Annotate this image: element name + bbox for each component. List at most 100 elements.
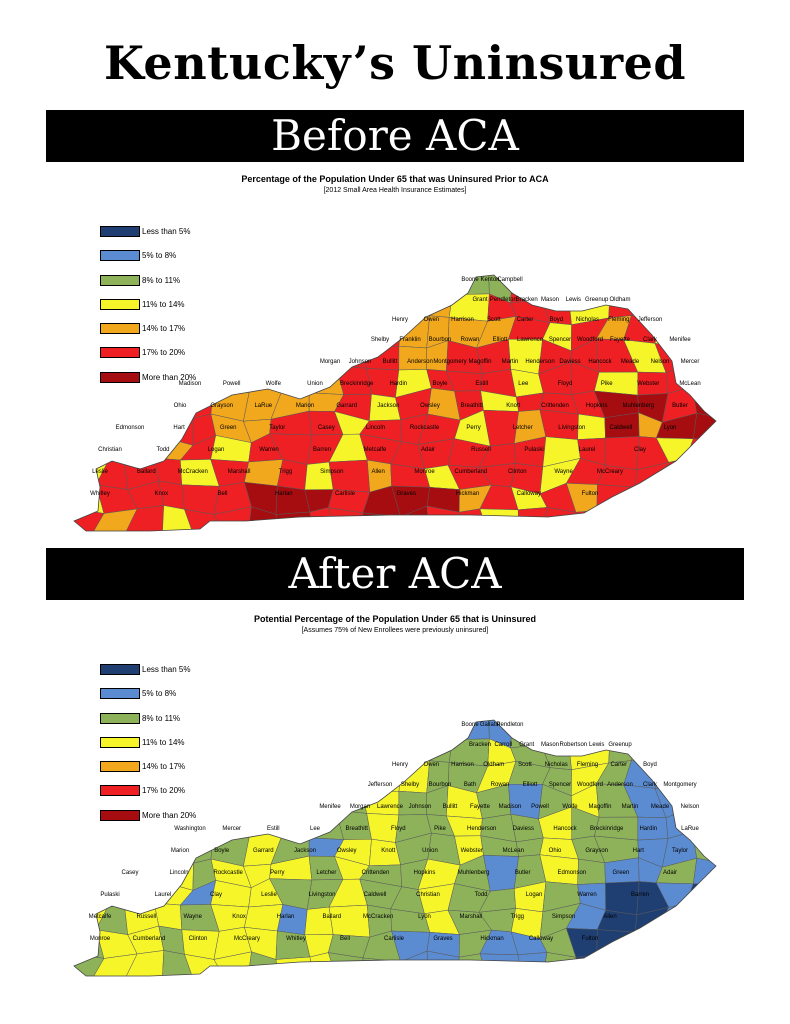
county-region (250, 337, 276, 368)
county-label: Crittenden (541, 403, 569, 409)
county-region (74, 737, 104, 772)
county-region (155, 761, 196, 795)
legend-label: More than 20% (142, 372, 197, 382)
county-region (275, 511, 315, 531)
county-label: Edmonson (116, 425, 145, 431)
county-label: Nelson (651, 359, 670, 365)
county-label: LaRue (681, 826, 699, 832)
county-region (213, 782, 256, 817)
county-label: Hardin (389, 381, 407, 387)
county-label: Fayette (470, 804, 491, 810)
county-region (91, 508, 138, 531)
county-region (97, 785, 131, 813)
county-label: Boone (461, 722, 479, 728)
county-label: Marion (171, 848, 189, 854)
county-region (654, 320, 693, 350)
county-label: Taylor (269, 425, 285, 431)
county-label: Grant (472, 297, 487, 303)
county-region (271, 275, 308, 295)
county-label: Hart (633, 848, 645, 854)
legend-swatch (100, 371, 140, 383)
legend-swatch (100, 785, 140, 797)
county-region (630, 931, 666, 962)
county-region (275, 811, 310, 839)
county-region (303, 720, 337, 747)
county-region (276, 293, 308, 326)
legend-label: 14% to 17% (142, 324, 186, 334)
county-region (74, 720, 107, 742)
county-label: Caldwell (610, 425, 633, 431)
county-region (628, 275, 668, 303)
county-label: Adair (663, 870, 677, 876)
page-title: Kentucky’s Uninsured (103, 36, 687, 90)
county-label: Carter (610, 762, 627, 768)
county-region (682, 458, 716, 492)
county-label: Breathitt (461, 403, 484, 409)
county-label: Lee (310, 826, 321, 832)
county-label: Calloway (517, 491, 541, 497)
county-region (121, 275, 160, 299)
county-region (92, 292, 131, 327)
legend-swatch (100, 809, 140, 821)
county-label: Muhlenberg (458, 870, 490, 876)
county-label: Campbell (497, 277, 522, 283)
county-region (306, 293, 338, 326)
legend-swatch (100, 298, 140, 310)
county-label: Carroll (494, 742, 512, 748)
county-label: Boyd (549, 317, 563, 323)
county-label: Logan (208, 447, 225, 453)
county-label: Calloway (529, 936, 553, 942)
legend-swatch (100, 736, 140, 748)
county-label: Letcher (316, 870, 336, 876)
county-label: Webster (461, 848, 483, 854)
county-label: Marshall (460, 914, 483, 920)
county-label: Anderson (607, 782, 633, 788)
county-label: Bell (340, 936, 350, 942)
county-label: Crittenden (362, 870, 390, 876)
county-label: Elliott (523, 782, 538, 788)
county-label: Lincoln (366, 425, 385, 431)
county-label: Elliott (493, 337, 508, 343)
county-region (270, 766, 313, 789)
county-label: Carter (517, 317, 534, 323)
county-label: Estill (267, 826, 280, 832)
county-region (125, 316, 166, 350)
county-label: Bullitt (443, 804, 458, 810)
county-region (150, 788, 191, 818)
county-region (336, 720, 374, 747)
county-region (690, 317, 716, 350)
county-region (74, 788, 106, 815)
county-region (691, 275, 716, 303)
county-region (249, 720, 278, 744)
after-map-subtitle: Potential Percentage of the Population U… (253, 614, 537, 624)
county-region (93, 387, 124, 412)
county-label: Magoffin (469, 359, 492, 365)
county-region (249, 275, 278, 299)
county-label: Knott (506, 403, 520, 409)
county-region (628, 720, 668, 748)
county-label: Robertson (559, 742, 587, 748)
county-label: Perry (466, 425, 480, 431)
county-region (567, 720, 611, 742)
county-region (275, 366, 310, 394)
county-label: Lawrence (377, 804, 404, 810)
county-region (479, 953, 520, 976)
county-label: Muhlenberg (622, 403, 654, 409)
county-label: Rowan (461, 337, 480, 343)
county-label: Fulton (582, 491, 599, 497)
county-region (74, 317, 99, 350)
county-region (216, 275, 252, 304)
county-region (396, 275, 427, 299)
legend-swatch (100, 712, 140, 724)
county-label: Meade (621, 359, 640, 365)
county-region (691, 720, 716, 748)
legend-label: 5% to 8% (142, 689, 177, 699)
county-region (541, 720, 572, 745)
county-region (97, 340, 131, 368)
county-label: Bullitt (383, 359, 398, 365)
county-label: Breathitt (346, 826, 369, 832)
county-label: Whitley (90, 491, 110, 497)
county-label: Fleming (608, 317, 629, 323)
county-label: Graves (433, 936, 452, 942)
county-label: Nelson (681, 804, 700, 810)
